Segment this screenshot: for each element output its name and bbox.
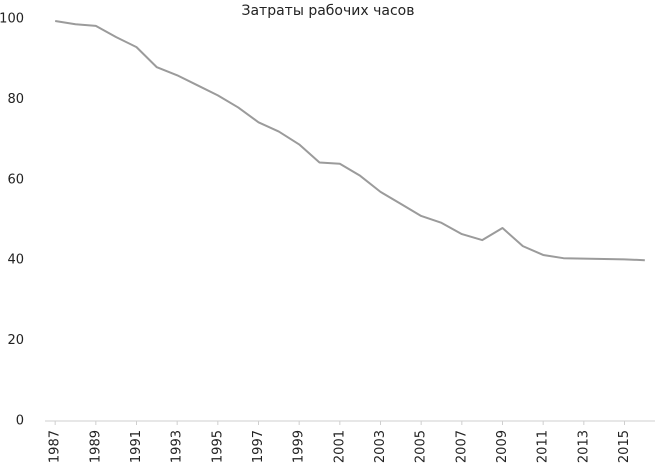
x-tick-label: 2005 [414,430,429,463]
y-tick-label: 100 [0,12,24,27]
y-tick-label: 40 [7,253,24,268]
x-tick-label: 1987 [48,430,63,463]
x-tick-label: 1993 [170,430,185,463]
y-tick-label: 20 [7,333,24,348]
chart-title: Затраты рабочих часов [242,3,415,19]
x-tick-label: 1991 [129,430,144,463]
x-tick-label: 2013 [576,430,591,463]
x-tick-label: 2015 [617,430,632,463]
x-tick-label: 2003 [373,430,388,463]
line-series [55,20,645,262]
x-tick-label: 1995 [210,430,225,463]
y-tick-label: 80 [7,92,24,107]
x-tick-label: 2009 [495,430,510,463]
y-tick-label: 0 [16,414,24,429]
x-tick-label: 2007 [454,430,469,463]
x-tick-label: 1997 [251,430,266,463]
x-tick-label: 1999 [292,430,307,463]
x-tick-label: 2011 [536,430,551,463]
x-tick-label: 2001 [332,430,347,463]
y-tick-label: 60 [7,172,24,187]
x-tick-label: 1989 [88,430,103,463]
